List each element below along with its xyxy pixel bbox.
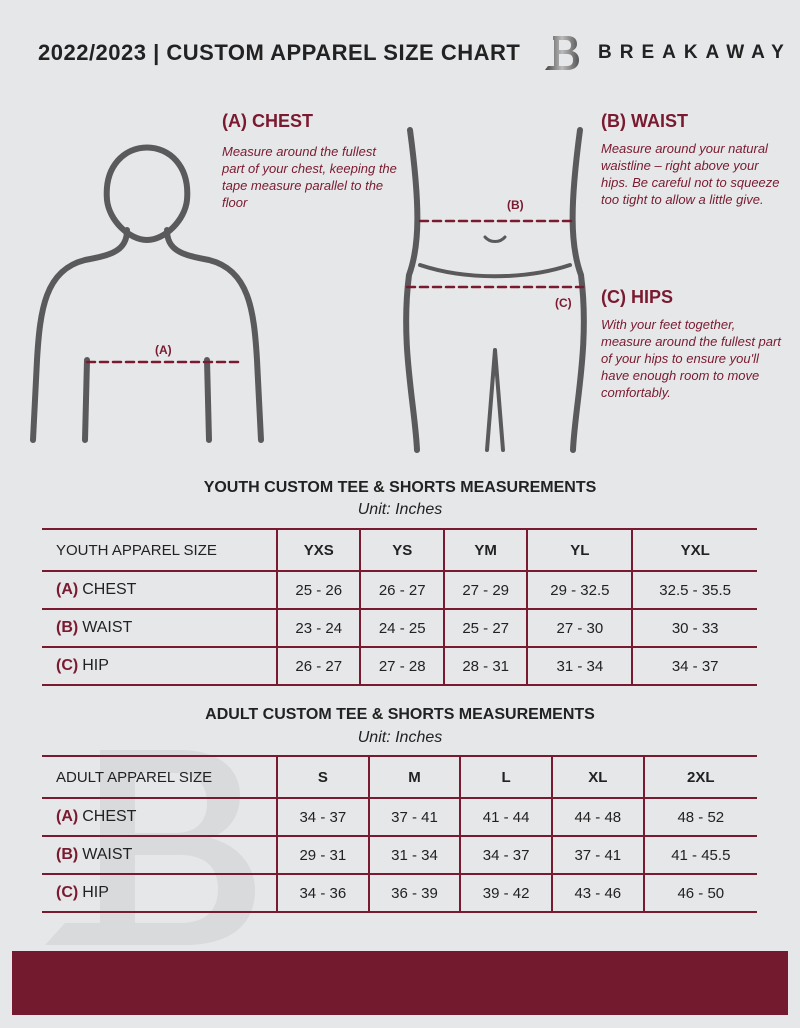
row-label: (A) CHEST (42, 797, 277, 837)
value-cell: 24 - 25 (359, 608, 444, 648)
row-code: (B) (56, 846, 79, 863)
adult-unit: Unit: Inches (357, 729, 443, 746)
value-cell: 34 - 37 (459, 835, 552, 875)
row-label: (B) WAIST (42, 608, 277, 648)
row-label: (A) CHEST (42, 570, 277, 610)
row-name: CHEST (82, 581, 137, 598)
value-cell: 26 - 27 (359, 570, 444, 610)
row-name: WAIST (82, 619, 133, 636)
value-cell: 34 - 36 (276, 873, 369, 913)
value-cell: 27 - 30 (526, 608, 633, 648)
lower-body-figure (403, 127, 587, 453)
row-name: CHEST (82, 808, 137, 825)
youth-table-title: YOUTH CUSTOM TEE & SHORTS MEASUREMENTS (203, 479, 597, 496)
value-cell: 36 - 39 (367, 873, 461, 913)
row-code: (C) (56, 884, 79, 901)
row-code: (B) (56, 619, 79, 636)
row-label: (B) WAIST (42, 835, 277, 875)
value-cell: 37 - 41 (550, 835, 644, 875)
waist-heading: (B) WAIST (601, 111, 688, 131)
value-cell: 41 - 45.5 (642, 835, 757, 875)
header-cell: YXL (631, 528, 757, 572)
value-cell: 46 - 50 (642, 873, 757, 913)
table-row: (B) WAIST 29 - 31 31 - 34 34 - 37 37 - 41 41 -… (42, 835, 757, 875)
value-cell: 23 - 24 (275, 608, 361, 648)
value-cell: 34 - 37 (631, 646, 757, 686)
header-cell: S (276, 755, 369, 799)
value-cell: 32.5 - 35.5 (631, 570, 757, 610)
value-cell: 44 - 48 (550, 797, 644, 837)
chest-description: Measure around the fullest part of your … (222, 144, 397, 210)
header-cell: YOUTH APPAREL SIZE (42, 528, 277, 572)
chest-marker: (A) (155, 343, 172, 357)
value-cell: 31 - 34 (367, 835, 461, 875)
value-cell: 34 - 37 (276, 797, 369, 837)
table-header-row: ADULT APPAREL SIZE S M L XL 2XL (42, 755, 757, 799)
table-row: (C) HIP 34 - 36 36 - 39 39 - 42 43 - 46 46 - 5… (42, 873, 757, 913)
row-name: HIP (82, 884, 109, 901)
value-cell: 43 - 46 (550, 873, 644, 913)
hips-description: With your feet together, measure around … (601, 317, 781, 400)
table-row: (A) CHEST 25 - 26 26 - 27 27 - 29 29 - 32.5 32… (42, 570, 757, 610)
row-code: (C) (56, 657, 79, 674)
chest-heading: (A) CHEST (222, 111, 313, 131)
value-cell: 48 - 52 (642, 797, 757, 837)
youth-unit: Unit: Inches (357, 501, 443, 518)
header-cell: M (367, 755, 461, 799)
header-cell: YM (442, 528, 528, 572)
table-header-row: YOUTH APPAREL SIZE YXS YS YM YL YXL (42, 528, 757, 572)
row-name: WAIST (82, 846, 133, 863)
value-cell: 41 - 44 (459, 797, 552, 837)
header-cell: YS (359, 528, 444, 572)
youth-size-table: YOUTH APPAREL SIZE YXS YS YM YL YXL (A) C… (42, 528, 757, 686)
hips-heading: (C) HIPS (601, 287, 673, 307)
adult-table-title: ADULT CUSTOM TEE & SHORTS MEASUREMENTS (205, 706, 595, 723)
value-cell: 31 - 34 (526, 646, 633, 686)
table-row: (C) HIP 26 - 27 27 - 28 28 - 31 31 - 34 34 - 3… (42, 646, 757, 686)
header-cell: ADULT APPAREL SIZE (42, 755, 277, 799)
table-row: (B) WAIST 23 - 24 24 - 25 25 - 27 27 - 30 30 -… (42, 608, 757, 648)
value-cell: 28 - 31 (442, 646, 528, 686)
value-cell: 39 - 42 (459, 873, 552, 913)
hips-marker: (C) (555, 296, 572, 310)
footer-band (12, 951, 788, 1015)
row-code: (A) (56, 581, 79, 598)
value-cell: 29 - 32.5 (526, 570, 633, 610)
row-name: HIP (82, 657, 109, 674)
value-cell: 26 - 27 (275, 646, 361, 686)
header-cell: 2XL (642, 755, 757, 799)
value-cell: 25 - 26 (275, 570, 361, 610)
row-label: (C) HIP (42, 873, 277, 913)
waist-description: Measure around your natural waistline – … (601, 141, 780, 207)
breakaway-logo-icon (545, 36, 579, 70)
value-cell: 30 - 33 (631, 608, 757, 648)
waist-marker: (B) (507, 198, 524, 212)
brand-name: BREAKAWAY (598, 42, 792, 63)
table-row: (A) CHEST 34 - 37 37 - 41 41 - 44 44 - 48 48 -… (42, 797, 757, 837)
header-cell: L (459, 755, 552, 799)
value-cell: 27 - 28 (359, 646, 444, 686)
row-code: (A) (56, 808, 79, 825)
row-label: (C) HIP (42, 646, 277, 686)
value-cell: 37 - 41 (367, 797, 461, 837)
header-cell: XL (550, 755, 644, 799)
value-cell: 29 - 31 (276, 835, 369, 875)
upper-body-figure (30, 144, 264, 443)
header-cell: YL (526, 528, 633, 572)
page-title: 2022/2023 | CUSTOM APPAREL SIZE CHART (38, 40, 521, 65)
value-cell: 25 - 27 (442, 608, 528, 648)
adult-size-table: ADULT APPAREL SIZE S M L XL 2XL (A) CHEST… (42, 755, 757, 913)
header-cell: YXS (275, 528, 361, 572)
value-cell: 27 - 29 (442, 570, 528, 610)
